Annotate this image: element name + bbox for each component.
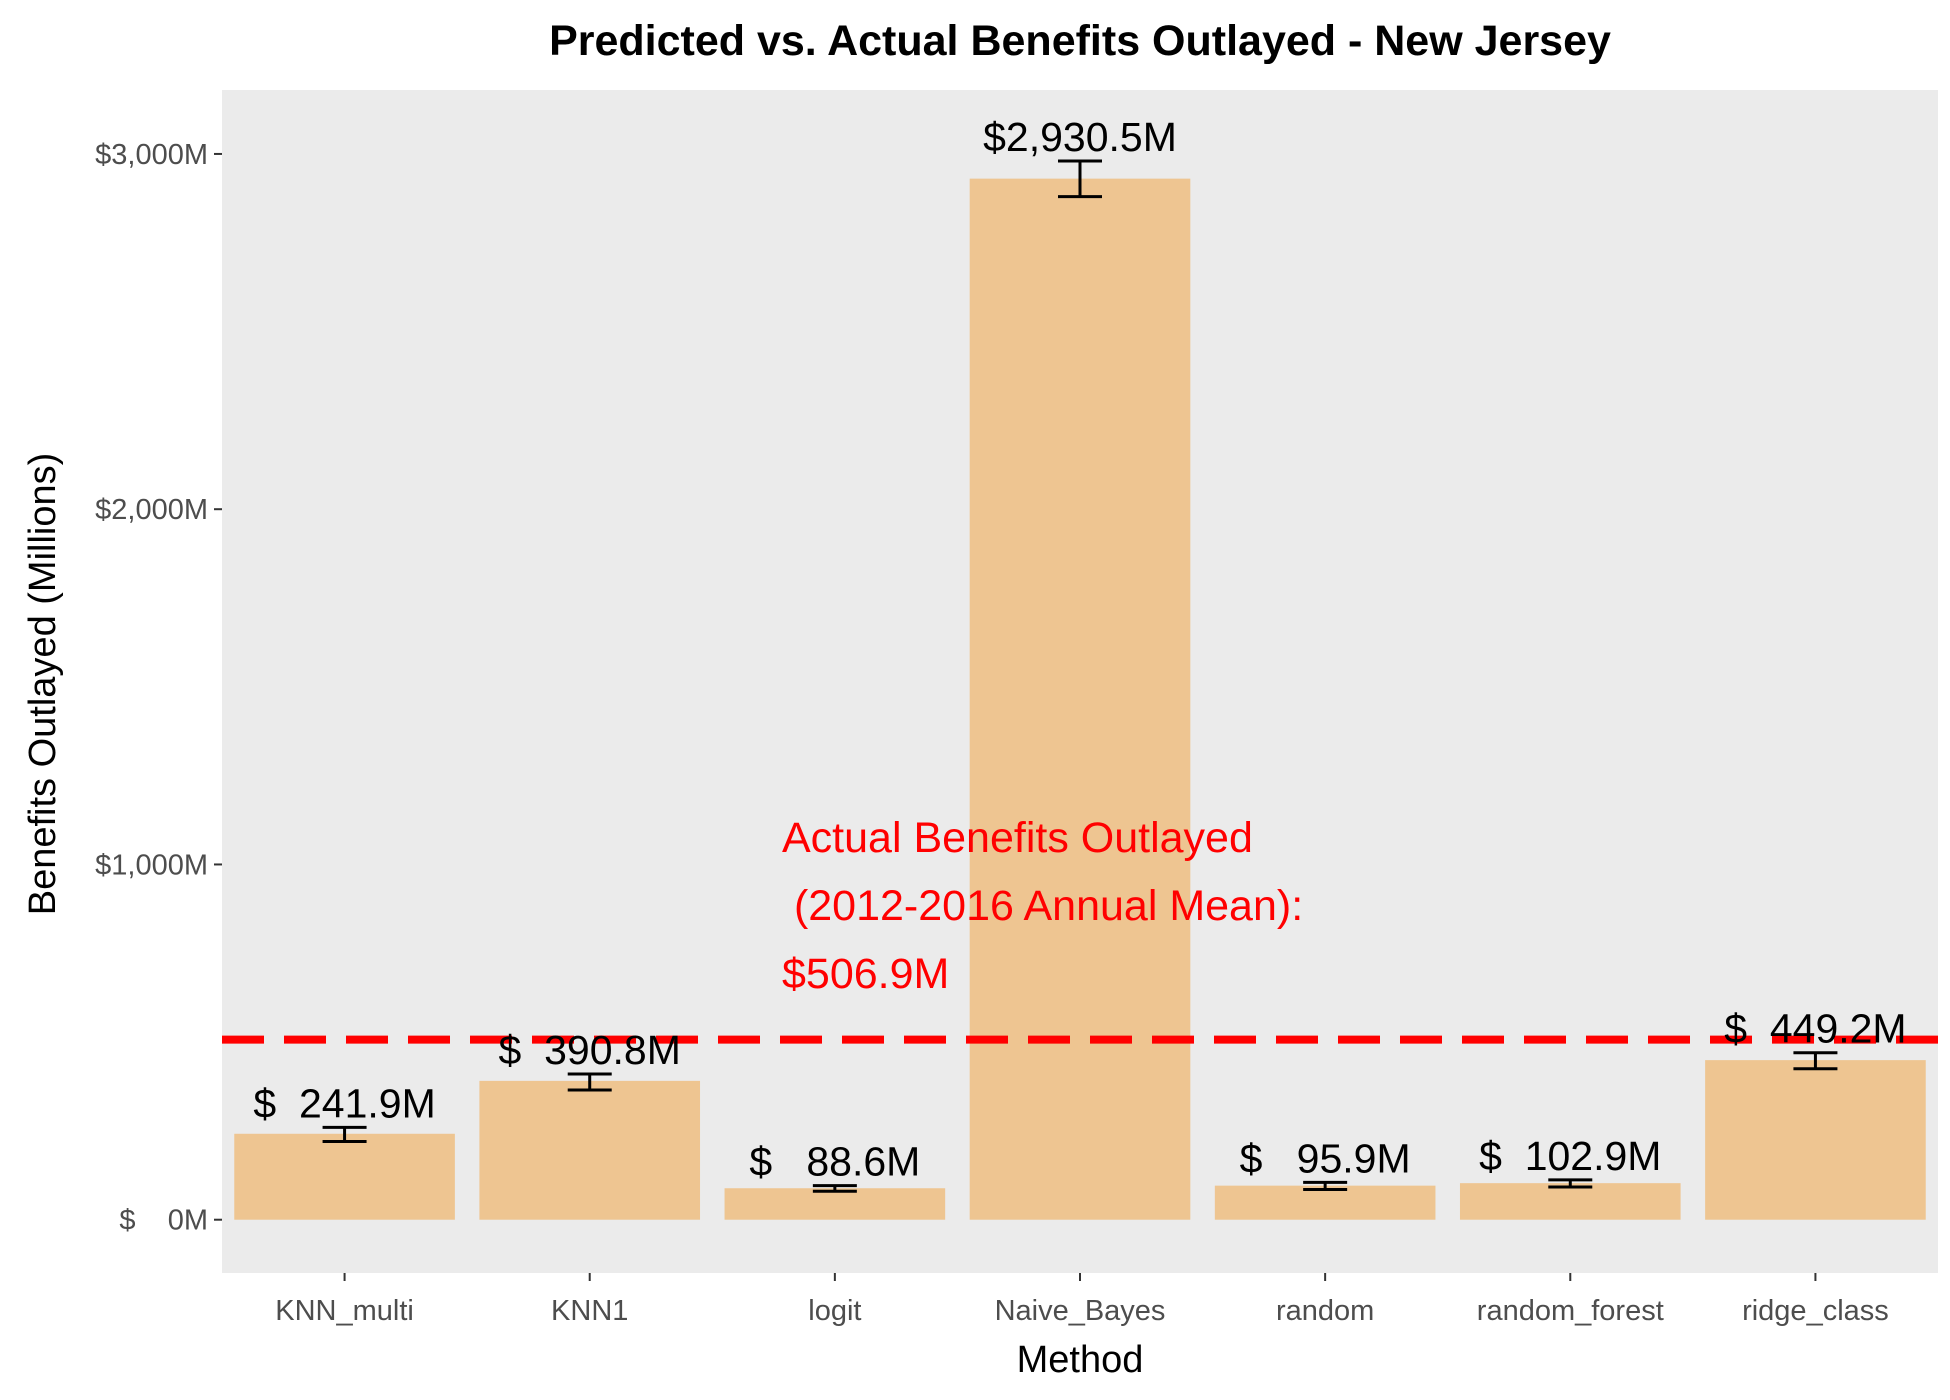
y-tick-label: $2,000M [95, 494, 208, 526]
bars-layer [234, 178, 1926, 1220]
y-axis: $ 0M $1,000M $2,000M $3,000M [95, 139, 222, 1237]
bar-random_forest [1459, 1183, 1681, 1220]
error-bar-random_forest [1548, 1178, 1593, 1189]
data-label-random_forest: $ 102.9M [1479, 1133, 1661, 1179]
reference-annotation-line-1: Actual Benefits Outlayed [782, 814, 1253, 862]
y-axis-title: Benefits Outlayed (Millions) [22, 453, 64, 916]
data-label-logit: $ 88.6M [749, 1139, 920, 1185]
reference-annotation-line-2: (2012-2016 Annual Mean): [782, 882, 1303, 930]
x-tick-label-ridge_class: ridge_class [1742, 1295, 1889, 1327]
x-tick-label-logit: logit [808, 1295, 861, 1327]
data-labels-layer: $ 241.9M $ 390.8M $ 88.6M $2,930.5M $ 95.9M $… [253, 114, 1906, 1185]
data-label-random: $ 95.9M [1240, 1135, 1411, 1181]
reference-annotation-line-3: $506.9M [782, 950, 949, 998]
bar-random [1214, 1185, 1436, 1220]
error-bars-layer [322, 159, 1838, 1193]
y-tick-label: $1,000M [95, 849, 208, 881]
error-bar-logit [812, 1184, 857, 1193]
x-tick-label-random_forest: random_forest [1477, 1295, 1664, 1327]
data-label-ridge_class: $ 449.2M [1724, 1006, 1906, 1052]
reference-annotation: Actual Benefits Outlayed (2012-2016 Annu… [782, 814, 1303, 998]
x-axis-title: Method [1017, 1339, 1144, 1381]
data-label-KNN1: $ 390.8M [499, 1027, 681, 1073]
data-label-Naive_Bayes: $2,930.5M [983, 114, 1177, 160]
error-bar-KNN_multi [322, 1125, 367, 1144]
error-bar-ridge_class [1793, 1051, 1838, 1071]
x-tick-label-random: random [1276, 1295, 1374, 1327]
bar-ridge_class [1705, 1060, 1926, 1220]
error-bar-KNN1 [567, 1072, 612, 1092]
data-label-KNN_multi: $ 241.9M [253, 1080, 435, 1126]
bar-KNN1 [479, 1080, 701, 1220]
x-axis: KNN_multi KNN1 logit Naive_Bayes random rando… [275, 1273, 1889, 1327]
error-bar-random [1303, 1180, 1348, 1192]
x-tick-label-Naive_Bayes: Naive_Bayes [995, 1295, 1166, 1327]
bar-logit [724, 1188, 946, 1220]
x-tick-label-KNN_multi: KNN_multi [275, 1295, 414, 1327]
x-tick-label-KNN1: KNN1 [551, 1295, 628, 1327]
y-tick-label: $ 0M [119, 1205, 208, 1237]
bar-Naive_Bayes [969, 178, 1191, 1220]
chart-title: Predicted vs. Actual Benefits Outlayed -… [549, 17, 1611, 65]
y-tick-label: $3,000M [95, 139, 208, 171]
error-bar-Naive_Bayes [1058, 159, 1102, 199]
bar-KNN_multi [234, 1133, 455, 1220]
